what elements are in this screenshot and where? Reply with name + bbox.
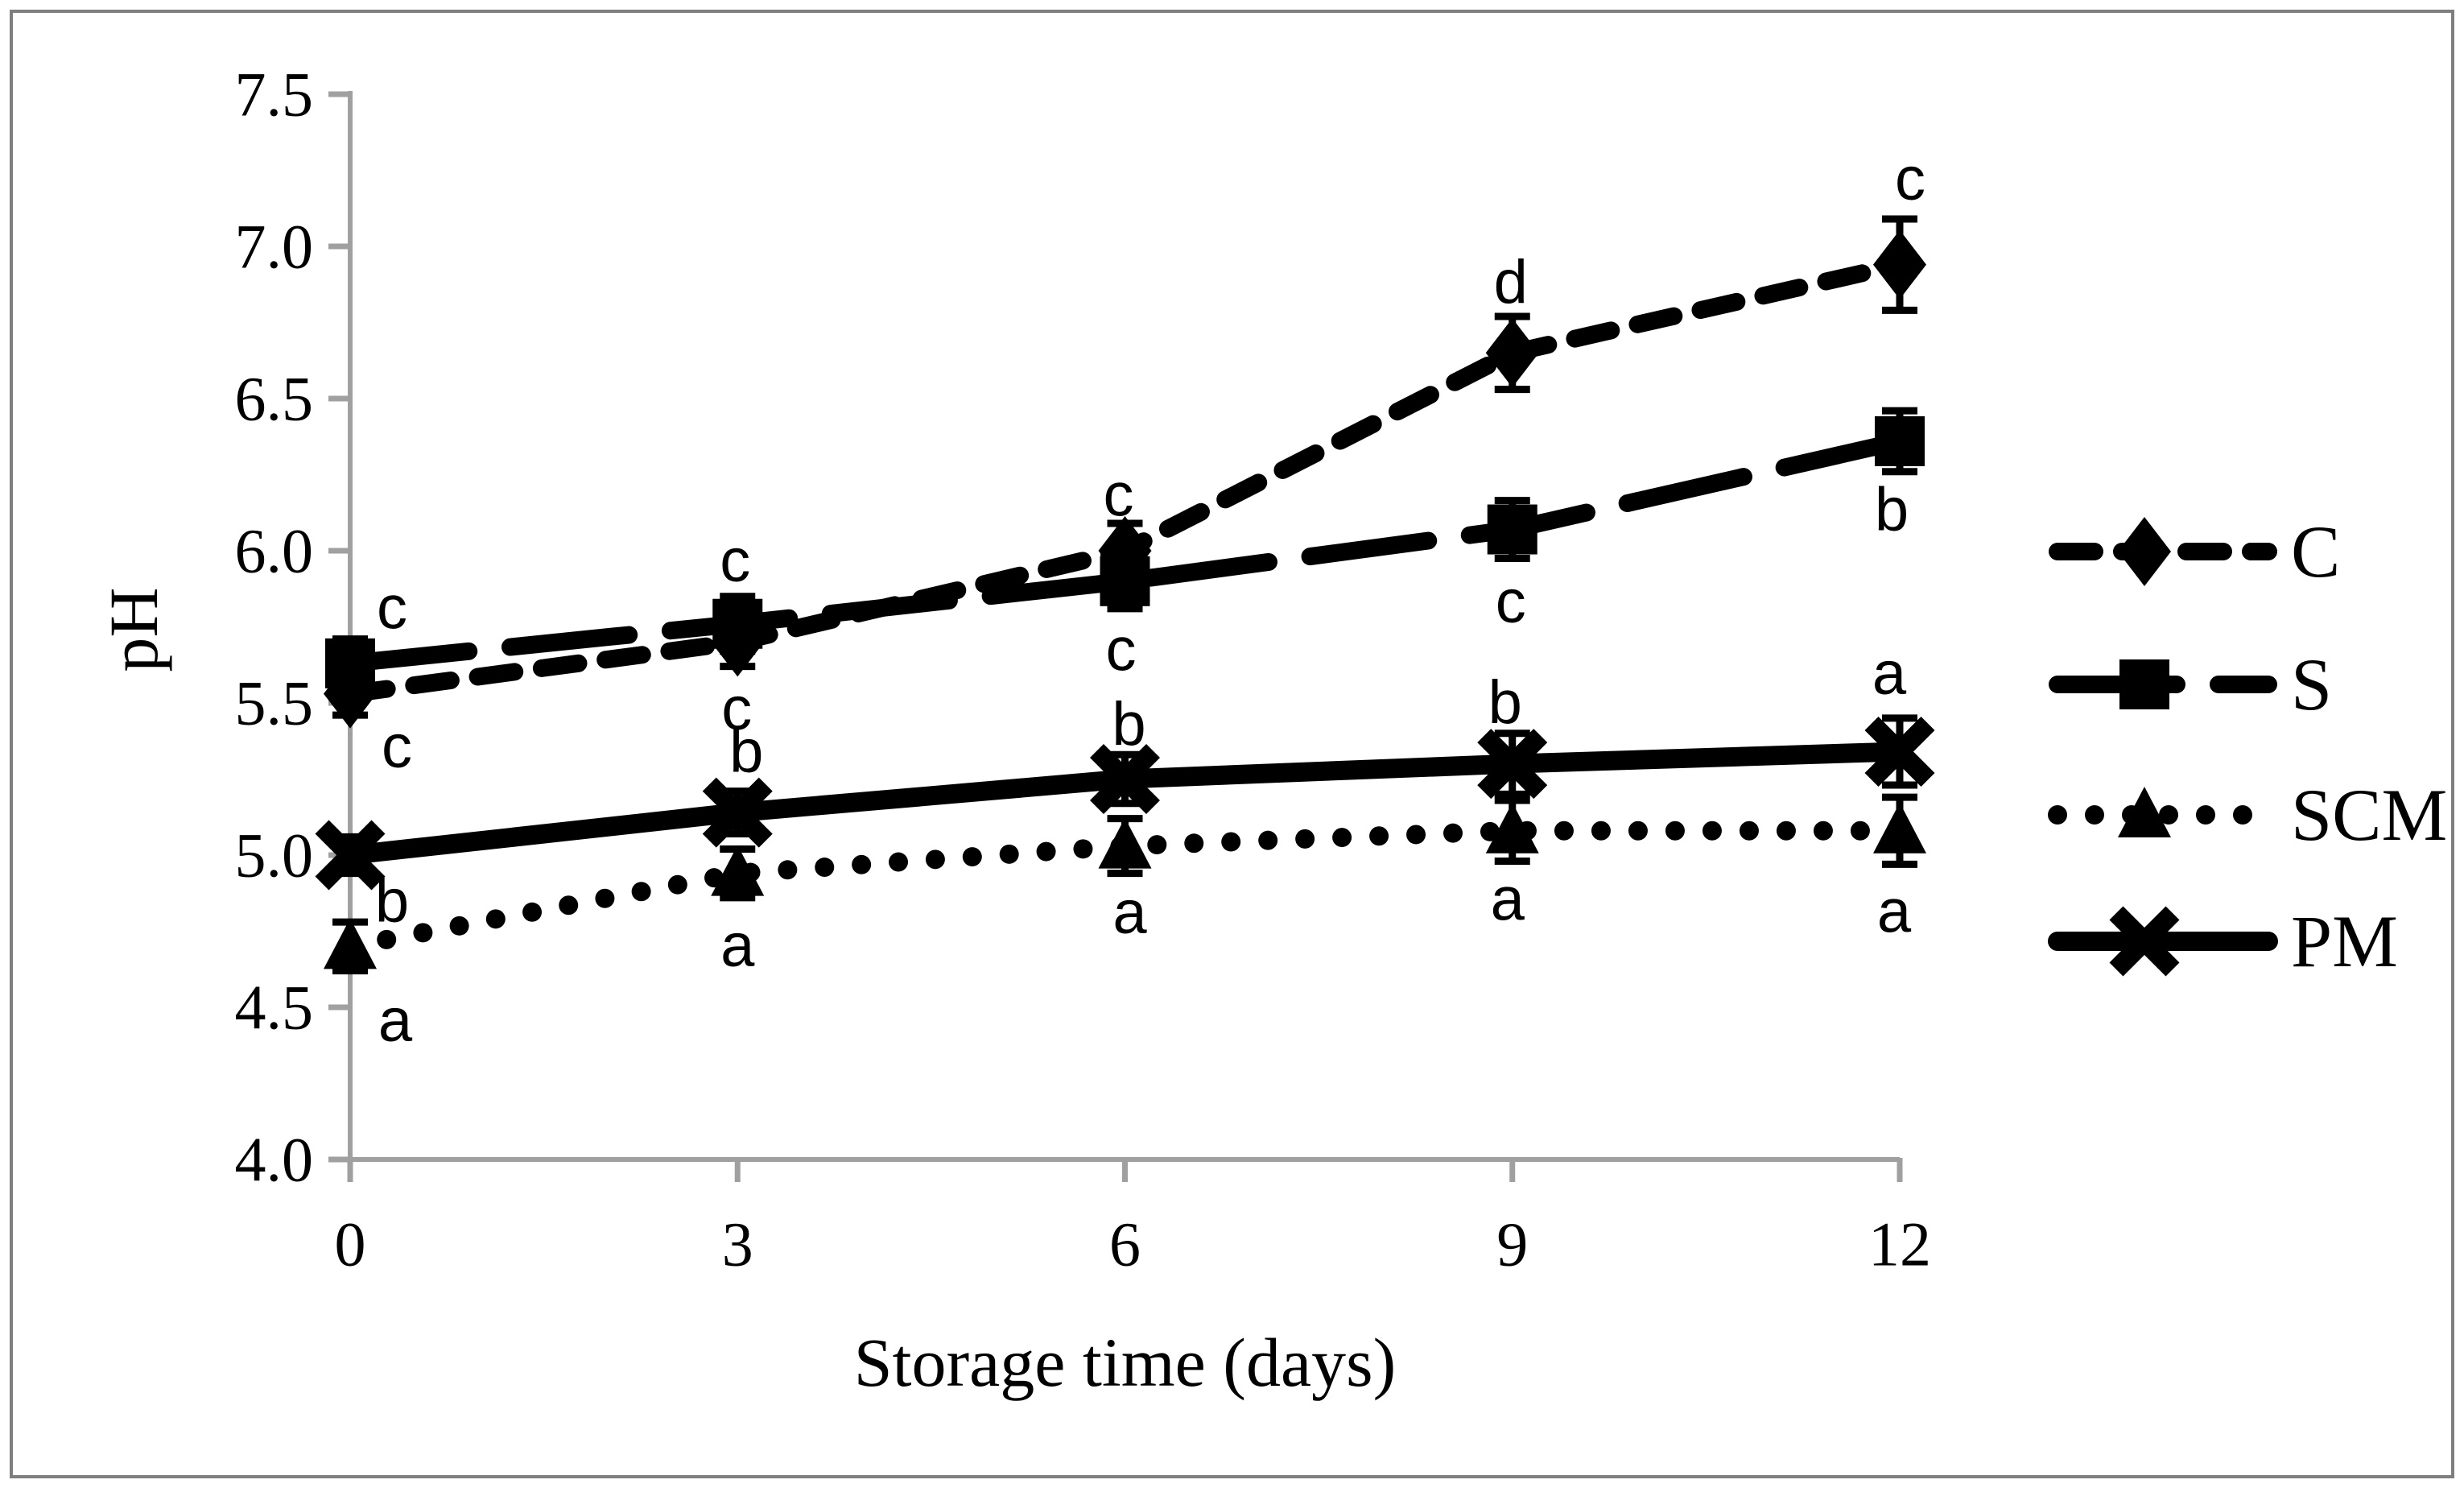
legend-label-C: C: [2291, 510, 2340, 593]
significance-letter-PM-day9: b: [1488, 668, 1522, 737]
legend-marker-S: [2119, 659, 2169, 709]
x-tick-label: 12: [1868, 1209, 1931, 1279]
data-point-PM-day6: [1090, 744, 1160, 814]
significance-letter-SCM-day12: a: [1877, 877, 1912, 945]
series-line-S: [341, 432, 1909, 672]
data-point-PM-day0: [315, 820, 386, 891]
data-point-S-day9: [1487, 504, 1537, 555]
legend-marker-C: [2118, 517, 2171, 586]
x-axis-title: Storage time (days): [854, 1324, 1396, 1401]
significance-letter-S-day6: c: [1106, 615, 1137, 684]
y-tick-label: 7.5: [235, 60, 314, 130]
data-point-SCM-day9: [1485, 802, 1539, 854]
significance-letter-C-day9: d: [1494, 248, 1528, 316]
data-point-S-day3: [712, 598, 763, 649]
significance-letter-S-day12: b: [1875, 475, 1909, 544]
data-point-SCM-day6: [1098, 817, 1152, 869]
significance-letter-S-day0: c: [377, 573, 407, 642]
data-point-PM-day9: [1477, 729, 1548, 800]
significance-letter-SCM-day3: a: [720, 911, 755, 980]
data-point-SCM-day12: [1873, 802, 1926, 854]
significance-letter-C-day3: c: [721, 675, 752, 743]
data-point-SCM-day3: [711, 845, 765, 896]
x-tick-label: 9: [1496, 1209, 1528, 1279]
data-point-C-day9: [1485, 318, 1539, 388]
figure-border: [10, 10, 2454, 1478]
data-point-S-day0: [325, 638, 375, 688]
y-tick-label: 5.5: [235, 668, 314, 738]
legend-label-PM: PM: [2291, 900, 2398, 982]
significance-letter-C-day12: c: [1895, 145, 1925, 213]
significance-letter-C-day6: c: [1104, 461, 1134, 530]
significance-letter-PM-day3: b: [729, 717, 763, 786]
significance-letter-S-day3: c: [720, 527, 750, 595]
significance-letter-PM-day0: b: [375, 867, 409, 936]
legend-label-S: S: [2291, 643, 2332, 725]
legend-label-SCM: SCM: [2291, 774, 2447, 856]
y-tick-label: 4.0: [235, 1125, 314, 1195]
significance-letter-SCM-day6: a: [1112, 878, 1147, 947]
x-tick-label: 3: [722, 1209, 753, 1279]
significance-letter-C-day0: c: [382, 713, 412, 781]
y-tick-label: 4.5: [235, 973, 314, 1043]
data-point-SCM-day0: [324, 918, 377, 969]
data-point-C-day12: [1873, 229, 1926, 300]
significance-letter-SCM-day0: a: [378, 986, 413, 1055]
y-axis-title: pH: [95, 587, 172, 672]
y-tick-label: 7.0: [235, 212, 314, 282]
significance-letter-S-day9: c: [1496, 568, 1526, 636]
data-point-S-day12: [1875, 415, 1925, 466]
significance-letter-PM-day6: b: [1112, 690, 1145, 758]
y-tick-label: 6.5: [235, 364, 314, 434]
legend-marker-PM: [2109, 906, 2180, 977]
x-tick-label: 6: [1109, 1209, 1141, 1279]
y-tick-label: 6.0: [235, 516, 314, 586]
legend-marker-SCM: [2118, 787, 2171, 837]
data-point-PM-day3: [702, 777, 773, 848]
data-point-S-day6: [1100, 556, 1150, 606]
x-tick-label: 0: [335, 1209, 366, 1279]
data-point-PM-day12: [1864, 716, 1935, 787]
significance-letter-PM-day12: a: [1872, 639, 1907, 708]
significance-letter-SCM-day9: a: [1491, 865, 1525, 933]
y-tick-label: 5.0: [235, 820, 314, 891]
